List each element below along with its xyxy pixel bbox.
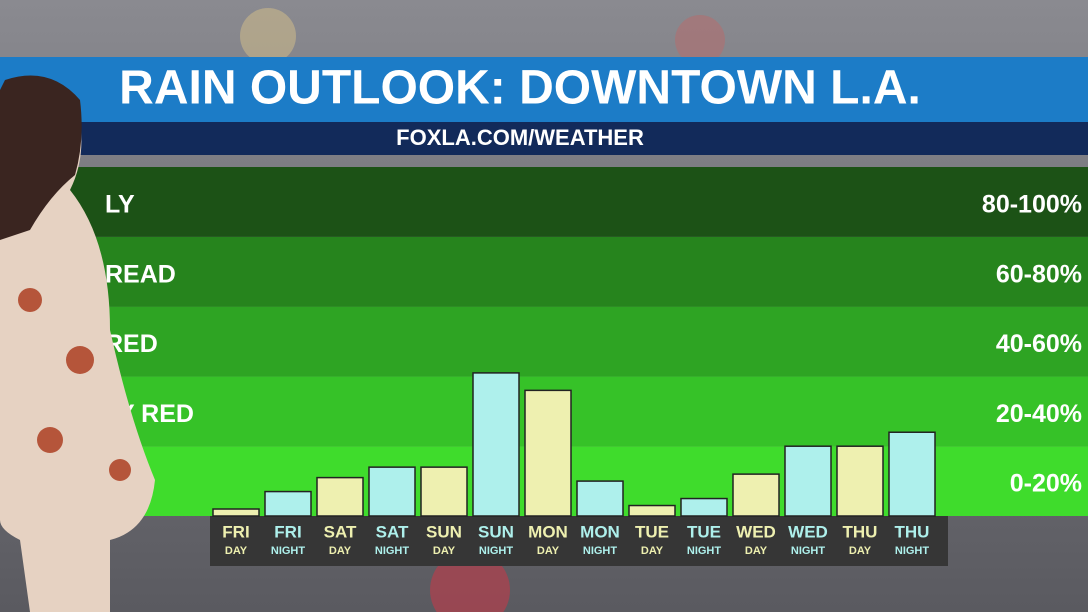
- x-tick-sublabel: NIGHT: [583, 545, 618, 557]
- bar: [732, 473, 780, 517]
- band-name: LY: [105, 191, 135, 219]
- band-range-label: 80-100%: [982, 191, 1082, 219]
- chart-subtitle: FOXLA.COM/WEATHER: [396, 125, 644, 150]
- dress-pattern: [37, 427, 63, 453]
- title-bar: [0, 57, 1088, 122]
- bokeh: [675, 15, 725, 65]
- chart-title: RAIN OUTLOOK: DOWNTOWN L.A.: [119, 62, 921, 115]
- x-tick-label: WED: [788, 522, 828, 541]
- bar: [680, 497, 728, 517]
- x-tick-label: SUN: [426, 522, 462, 541]
- bar: [316, 476, 364, 517]
- x-tick-sublabel: NIGHT: [271, 545, 306, 557]
- x-tick-sublabel: DAY: [433, 545, 456, 557]
- x-tick-label: MON: [580, 522, 620, 541]
- x-tick-sublabel: NIGHT: [895, 545, 930, 557]
- dress-pattern: [109, 459, 131, 481]
- bar: [212, 508, 260, 517]
- x-tick-sublabel: NIGHT: [375, 545, 410, 557]
- presenter: [0, 75, 155, 612]
- bar: [784, 445, 832, 517]
- bar: [576, 480, 624, 517]
- x-tick-sublabel: DAY: [641, 545, 664, 557]
- x-tick-sublabel: NIGHT: [687, 545, 722, 557]
- band: [0, 306, 1088, 377]
- bar: [524, 389, 572, 517]
- x-tick-label: SUN: [478, 522, 514, 541]
- bar: [264, 490, 312, 517]
- x-tick-sublabel: NIGHT: [791, 545, 826, 557]
- category-strip: [210, 516, 948, 566]
- x-tick-label: FRI: [274, 522, 301, 541]
- x-tick-label: SAT: [376, 522, 409, 541]
- dress-pattern: [66, 346, 94, 374]
- bar: [472, 372, 520, 517]
- bar: [836, 445, 884, 517]
- band-range-label: 60-80%: [996, 260, 1082, 288]
- x-tick-label: SAT: [324, 522, 357, 541]
- x-tick-sublabel: DAY: [745, 545, 768, 557]
- bar: [628, 504, 676, 517]
- band: [0, 236, 1088, 307]
- subtitle-bar: [0, 122, 1088, 155]
- x-tick-label: FRI: [222, 522, 249, 541]
- x-tick-sublabel: DAY: [537, 545, 560, 557]
- band-range-label: 0-20%: [1010, 470, 1082, 498]
- band: [0, 167, 1088, 237]
- dress-pattern: [18, 288, 42, 312]
- x-tick-label: MON: [528, 522, 568, 541]
- bar: [420, 466, 468, 517]
- x-tick-sublabel: NIGHT: [479, 545, 514, 557]
- bar: [888, 431, 936, 517]
- x-tick-label: THU: [895, 522, 930, 541]
- band-name: READ: [105, 260, 176, 288]
- band-range-label: 20-40%: [996, 400, 1082, 428]
- x-tick-sublabel: DAY: [329, 545, 352, 557]
- x-tick-label: WED: [736, 522, 776, 541]
- x-tick-label: THU: [843, 522, 878, 541]
- band-range-label: 40-60%: [996, 330, 1082, 358]
- x-tick-label: TUE: [635, 522, 669, 541]
- x-tick-sublabel: DAY: [225, 545, 248, 557]
- bokeh: [240, 8, 296, 64]
- x-tick-label: TUE: [687, 522, 721, 541]
- x-tick-sublabel: DAY: [849, 545, 872, 557]
- bar: [368, 466, 416, 517]
- presenter-hair: [0, 75, 82, 240]
